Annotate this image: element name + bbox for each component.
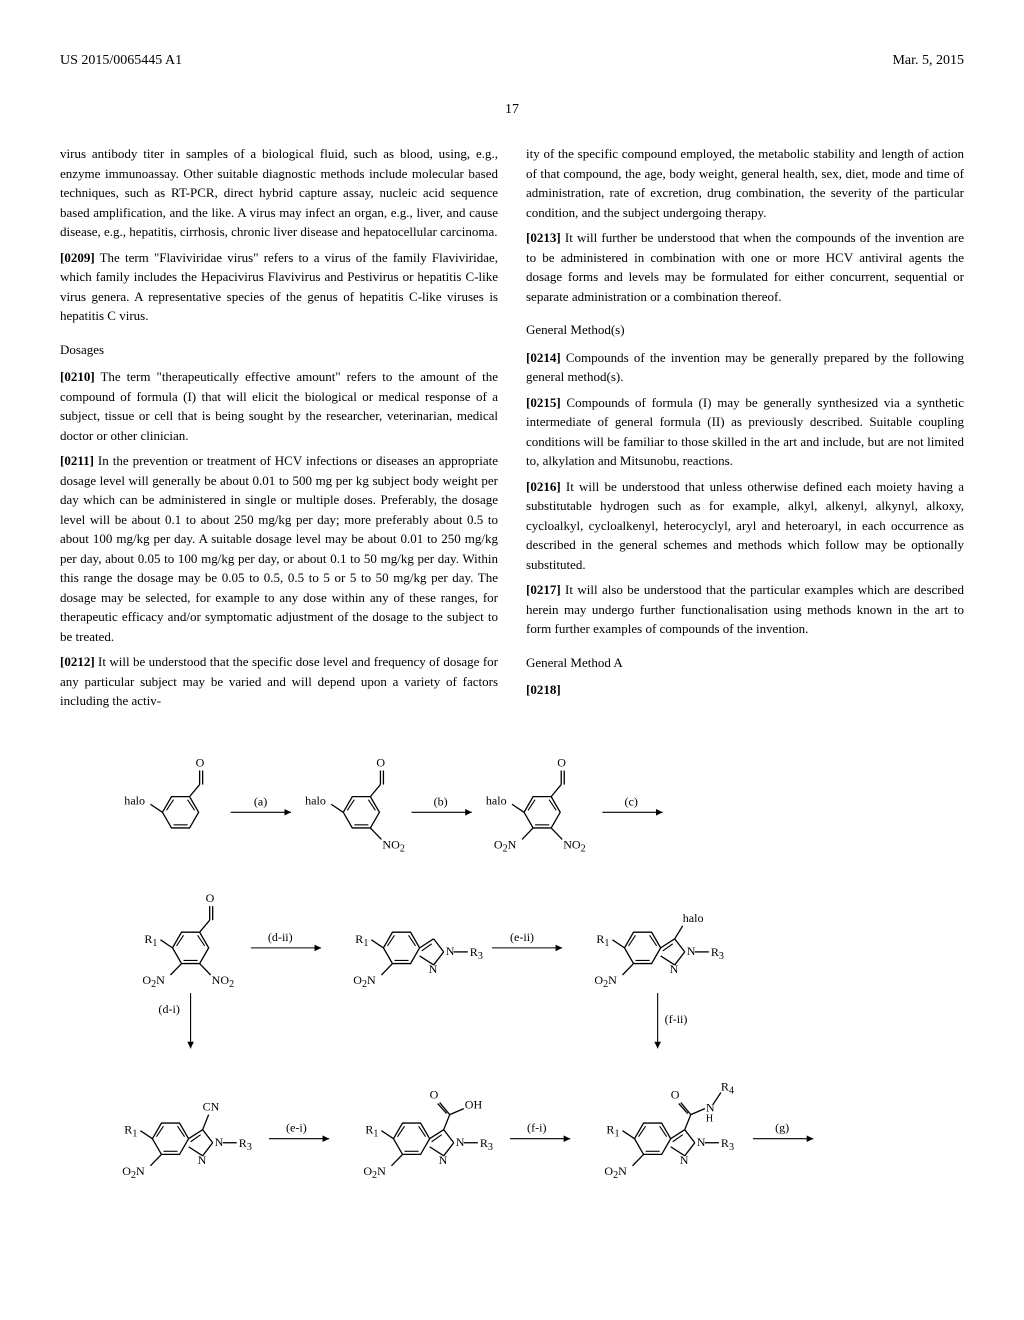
s9-r4: R4 bbox=[721, 1079, 734, 1096]
para-0214: [0214] Compounds of the invention may be… bbox=[526, 348, 964, 387]
s7-r1: R1 bbox=[124, 1122, 137, 1139]
s8-ringN: N bbox=[439, 1152, 448, 1166]
s7-o2n: O2N bbox=[122, 1163, 145, 1180]
header-right: Mar. 5, 2015 bbox=[892, 50, 964, 71]
arrow-eii: (e-ii) bbox=[510, 929, 534, 943]
para-0218: [0218] bbox=[526, 680, 964, 700]
para-0217-text: It will also be understood that the part… bbox=[526, 582, 964, 636]
s5-r1: R1 bbox=[355, 931, 368, 948]
s9-r1: R1 bbox=[606, 1122, 619, 1139]
arrow-a: (a) bbox=[254, 794, 267, 808]
para-0215-text: Compounds of formula (I) may be generall… bbox=[526, 395, 964, 469]
para-0216-num: [0216] bbox=[526, 479, 561, 494]
page-number: 17 bbox=[60, 99, 964, 120]
s9-H: H bbox=[706, 1113, 713, 1124]
s6-NRn: N bbox=[687, 943, 696, 957]
s7-ringN: N bbox=[198, 1152, 207, 1166]
s7-cn: CN bbox=[203, 1099, 220, 1113]
right-column: ity of the specific compound employed, t… bbox=[526, 144, 964, 717]
s9-o2n: O2N bbox=[604, 1163, 627, 1180]
para-0212-text: It will be understood that the specific … bbox=[60, 654, 498, 708]
left-column: virus antibody titer in samples of a bio… bbox=[60, 144, 498, 717]
s8-o2n: O2N bbox=[363, 1163, 386, 1180]
arrow-di: (d-i) bbox=[158, 1002, 179, 1016]
s5-o2n: O2N bbox=[353, 973, 376, 990]
s7-r3: R3 bbox=[239, 1135, 252, 1152]
para-0214-text: Compounds of the invention may be genera… bbox=[526, 350, 964, 385]
para-0213: [0213] It will further be understood tha… bbox=[526, 228, 964, 306]
arrow-b: (b) bbox=[434, 794, 448, 808]
para-0213-num: [0213] bbox=[526, 230, 561, 245]
s4-no2r: NO2 bbox=[212, 973, 234, 990]
s9-NRn: N bbox=[697, 1134, 706, 1148]
scheme-row-1: halo (a) halo NO2 (b) halo NO2 O2N (c) bbox=[124, 755, 662, 854]
para-cont-left: virus antibody titer in samples of a bio… bbox=[60, 144, 498, 242]
para-0211-text: In the prevention or treatment of HCV in… bbox=[60, 453, 498, 644]
s9-r3: R3 bbox=[721, 1135, 734, 1152]
para-0216: [0216] It will be understood that unless… bbox=[526, 477, 964, 575]
s8-O: O bbox=[430, 1087, 439, 1101]
arrow-fii: (f-ii) bbox=[665, 1012, 688, 1026]
s5-NRn: N bbox=[446, 943, 455, 957]
s3-no2r: NO2 bbox=[563, 837, 585, 854]
s8-r1: R1 bbox=[365, 1122, 378, 1139]
s9-O: O bbox=[671, 1087, 680, 1101]
arrow-dii: (d-ii) bbox=[268, 929, 293, 943]
s1-halo: halo bbox=[124, 793, 145, 807]
s4-o2n: O2N bbox=[142, 973, 165, 990]
para-0217: [0217] It will also be understood that t… bbox=[526, 580, 964, 639]
para-0209-text: The term "Flaviviridae virus" refers to … bbox=[60, 250, 498, 324]
para-0214-num: [0214] bbox=[526, 350, 561, 365]
s2-no2: NO2 bbox=[382, 837, 404, 854]
para-0213-text: It will further be understood that when … bbox=[526, 230, 964, 304]
arrow-c: (c) bbox=[624, 794, 637, 808]
s3-halo: halo bbox=[486, 793, 507, 807]
scheme-row-2: R1 NO2 O2N (d-ii) (d-i) R1 O2N N N R3 (e… bbox=[142, 891, 724, 1048]
para-0211-num: [0211] bbox=[60, 453, 94, 468]
header-left: US 2015/0065445 A1 bbox=[60, 50, 182, 71]
para-cont-right: ity of the specific compound employed, t… bbox=[526, 144, 964, 222]
para-0209-num: [0209] bbox=[60, 250, 95, 265]
para-0210-text: The term "therapeutically effective amou… bbox=[60, 369, 498, 443]
para-0209: [0209] The term "Flaviviridae virus" ref… bbox=[60, 248, 498, 326]
s6-o2n: O2N bbox=[594, 973, 617, 990]
s7-NRn: N bbox=[215, 1134, 224, 1148]
para-0211: [0211] In the prevention or treatment of… bbox=[60, 451, 498, 646]
para-0216-text: It will be understood that unless otherw… bbox=[526, 479, 964, 572]
s6-halo: halo bbox=[683, 910, 704, 924]
dosages-heading: Dosages bbox=[60, 340, 498, 360]
general-method-a-heading: General Method A bbox=[526, 653, 964, 673]
s8-r3: R3 bbox=[480, 1135, 493, 1152]
para-0215-num: [0215] bbox=[526, 395, 561, 410]
arrow-g: (g) bbox=[775, 1120, 789, 1134]
s4-r1: R1 bbox=[144, 931, 157, 948]
reaction-scheme: O halo (a) halo NO2 (b) bbox=[60, 747, 964, 1225]
para-0210: [0210] The term "therapeutically effecti… bbox=[60, 367, 498, 445]
general-methods-heading: General Method(s) bbox=[526, 320, 964, 340]
arrow-fi: (f-i) bbox=[527, 1120, 546, 1134]
s5-ringN: N bbox=[429, 961, 438, 975]
scheme-row-3: R1 O2N N N R3 CN (e-i) R1 O2N N N R3 bbox=[122, 1079, 813, 1180]
s5-r3: R3 bbox=[470, 944, 483, 961]
para-0217-num: [0217] bbox=[526, 582, 561, 597]
s6-r1: R1 bbox=[596, 931, 609, 948]
para-0212-num: [0212] bbox=[60, 654, 95, 669]
para-0218-num: [0218] bbox=[526, 682, 561, 697]
s6-ringN: N bbox=[670, 961, 679, 975]
para-0210-num: [0210] bbox=[60, 369, 95, 384]
s6-r3: R3 bbox=[711, 944, 724, 961]
s3-o2n: O2N bbox=[494, 837, 517, 854]
s8-NRn: N bbox=[456, 1134, 465, 1148]
s9-ringN: N bbox=[680, 1152, 689, 1166]
s2-halo: halo bbox=[305, 793, 326, 807]
para-0212: [0212] It will be understood that the sp… bbox=[60, 652, 498, 711]
arrow-ei: (e-i) bbox=[286, 1120, 307, 1134]
s8-OH: OH bbox=[465, 1097, 483, 1111]
para-0215: [0215] Compounds of formula (I) may be g… bbox=[526, 393, 964, 471]
